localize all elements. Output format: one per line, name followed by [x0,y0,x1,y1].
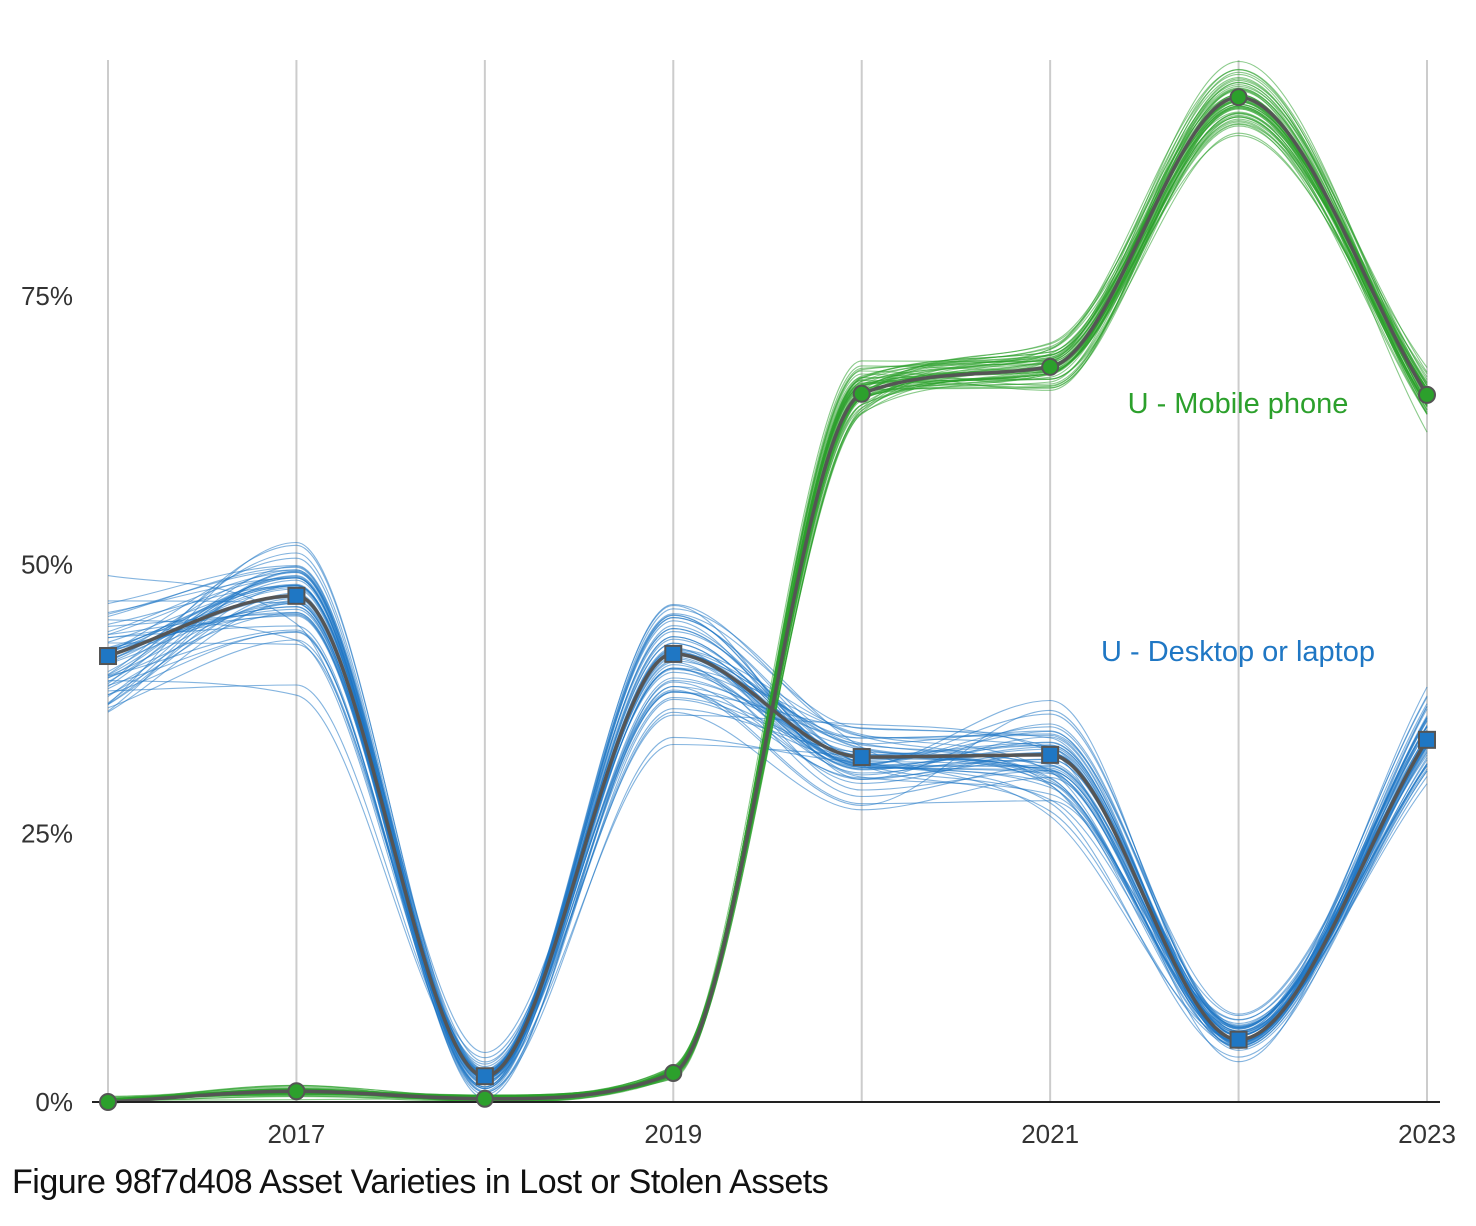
marker-u-desktop-or-laptop-2021 [1041,745,1060,764]
marker-u-mobile-phone-2020 [852,384,871,403]
figure-caption: Figure 98f7d408 Asset Varieties in Lost … [12,1163,829,1201]
x-tick-label: 2021 [1021,1119,1079,1149]
x-grid-lines [107,60,1428,1102]
x-tick-label: 2023 [1398,1119,1456,1149]
x-tick-label: 2017 [268,1119,326,1149]
marker-u-mobile-phone-2017 [287,1082,306,1101]
median-line-u-desktop-or-laptop [107,594,1429,1078]
marker-u-desktop-or-laptop-2018 [475,1067,494,1086]
y-tick-label: 75% [21,281,73,311]
series-labels: U - Desktop or laptop U - Mobile phone [1101,388,1375,668]
marker-u-desktop-or-laptop-2022 [1229,1030,1248,1049]
series-label-u-desktop-or-laptop: U - Desktop or laptop [1101,636,1375,668]
median-lines [107,95,1429,1104]
marker-u-desktop-or-laptop-2023 [1418,730,1436,749]
chart: 0% 25% 50% 75% 2017 2019 2021 2023 U - Desktop… [21,60,1456,1149]
marker-u-mobile-phone-2021 [1041,357,1060,376]
x-tick-label: 2019 [644,1119,702,1149]
marker-u-desktop-or-laptop-2019 [664,644,683,663]
uncertainty-bands [107,60,1428,1103]
marker-u-mobile-phone-2016 [99,1093,117,1111]
y-axis-ticks: 0% 25% 50% 75% [21,281,73,1117]
marker-u-desktop-or-laptop-2016 [99,647,117,666]
x-axis-ticks: 2017 2019 2021 2023 [268,1119,1456,1149]
y-tick-label: 50% [21,550,73,580]
marker-u-mobile-phone-2022 [1229,88,1248,107]
band-u-desktop-or-laptop [107,541,1428,1099]
marker-u-mobile-phone-2023 [1418,385,1436,404]
series-label-u-mobile-phone: U - Mobile phone [1128,388,1349,420]
y-tick-label: 0% [35,1087,73,1117]
marker-u-desktop-or-laptop-2020 [852,748,871,767]
y-tick-label: 25% [21,818,73,848]
marker-u-mobile-phone-2019 [664,1063,683,1082]
marker-u-mobile-phone-2018 [475,1089,494,1108]
marker-u-desktop-or-laptop-2017 [287,586,306,605]
data-markers [99,88,1436,1111]
